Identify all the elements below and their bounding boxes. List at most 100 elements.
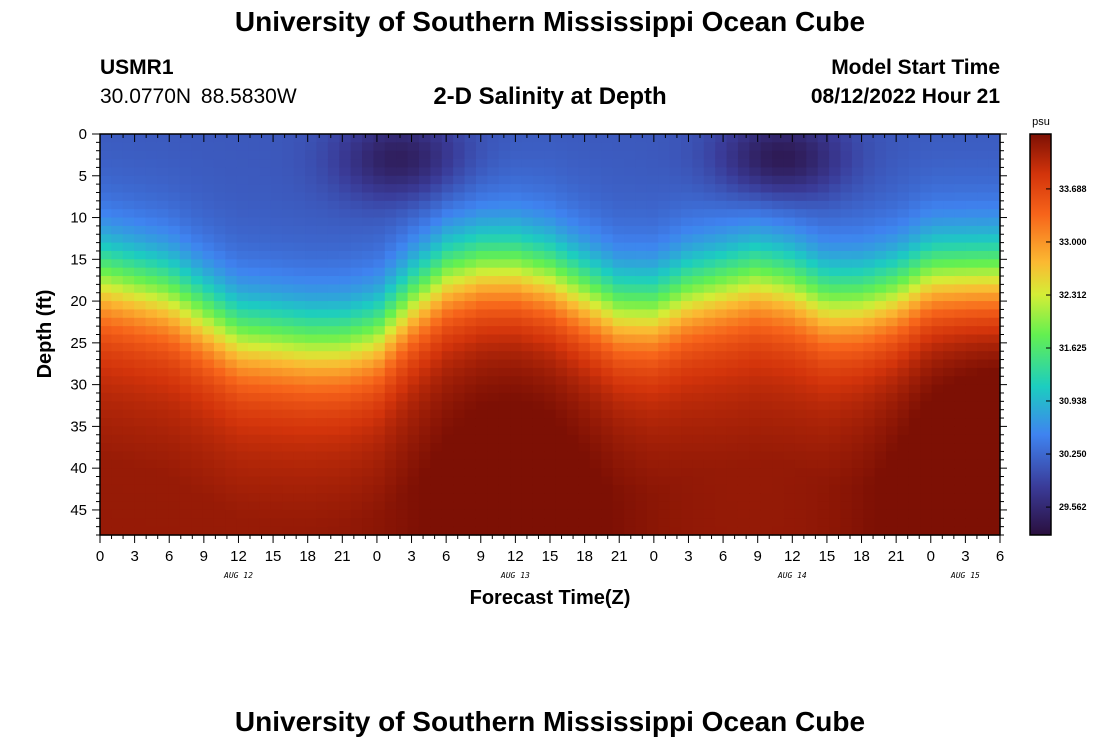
heatmap-cell bbox=[145, 526, 158, 536]
heatmap-cell bbox=[407, 276, 420, 285]
heatmap-cell bbox=[794, 359, 807, 369]
heatmap-cell bbox=[236, 150, 249, 160]
heatmap-cell bbox=[305, 150, 318, 160]
heatmap-cell bbox=[350, 342, 363, 352]
heatmap-cell bbox=[487, 234, 500, 244]
heatmap-cell bbox=[316, 284, 329, 294]
heatmap-cell bbox=[669, 434, 682, 444]
heatmap-cell bbox=[418, 426, 431, 436]
heatmap-cell bbox=[749, 292, 762, 302]
heatmap-cell bbox=[544, 359, 557, 369]
heatmap-cell bbox=[965, 493, 978, 503]
heatmap-cell bbox=[681, 317, 693, 327]
heatmap-cell bbox=[965, 134, 978, 143]
heatmap-cell bbox=[692, 518, 705, 528]
heatmap-cell bbox=[282, 392, 295, 402]
heatmap-cell bbox=[111, 317, 124, 327]
heatmap-cell bbox=[806, 459, 819, 469]
heatmap-cell bbox=[339, 301, 352, 311]
heatmap-cell bbox=[920, 301, 933, 311]
heatmap-cell bbox=[920, 351, 933, 361]
heatmap-cell bbox=[498, 451, 511, 461]
heatmap-cell bbox=[498, 192, 511, 202]
heatmap-cell bbox=[931, 184, 944, 194]
heatmap-cell bbox=[965, 392, 978, 402]
heatmap-cell bbox=[350, 518, 363, 528]
heatmap-cell bbox=[373, 484, 386, 494]
heatmap-cell bbox=[589, 509, 602, 519]
heatmap-cell bbox=[305, 526, 318, 536]
heatmap-cell bbox=[168, 401, 181, 411]
heatmap-cell bbox=[851, 209, 864, 219]
heatmap-cell bbox=[202, 309, 215, 319]
heatmap-cell bbox=[658, 493, 671, 503]
heatmap-cell bbox=[339, 317, 352, 327]
heatmap-cell bbox=[225, 167, 238, 177]
heatmap-cell bbox=[863, 443, 876, 453]
heatmap-cell bbox=[521, 167, 534, 177]
heatmap-cell bbox=[396, 192, 409, 202]
heatmap-cell bbox=[259, 267, 272, 277]
heatmap-cell bbox=[236, 167, 249, 177]
heatmap-cell bbox=[954, 142, 967, 152]
heatmap-cell bbox=[487, 159, 500, 169]
heatmap-cell bbox=[772, 326, 785, 336]
heatmap-cell bbox=[248, 401, 261, 411]
heatmap-cell bbox=[248, 259, 261, 269]
heatmap-cell bbox=[213, 518, 226, 528]
heatmap-cell bbox=[441, 284, 454, 294]
heatmap-cell bbox=[156, 468, 169, 478]
heatmap-cell bbox=[191, 326, 204, 336]
heatmap-cell bbox=[806, 468, 819, 478]
heatmap-cell bbox=[601, 434, 614, 444]
heatmap-cell bbox=[783, 276, 796, 285]
heatmap-cell bbox=[339, 292, 352, 302]
heatmap-cell bbox=[134, 518, 147, 528]
heatmap-cell bbox=[168, 493, 181, 503]
heatmap-cell bbox=[396, 134, 409, 143]
heatmap-cell bbox=[612, 451, 625, 461]
heatmap-cell bbox=[316, 192, 329, 202]
heatmap-cell bbox=[521, 418, 534, 427]
heatmap-cell bbox=[498, 225, 511, 235]
heatmap-cell bbox=[521, 493, 534, 503]
heatmap-cell bbox=[464, 501, 477, 511]
heatmap-cell bbox=[145, 234, 158, 244]
heatmap-cell bbox=[498, 184, 511, 194]
heatmap-cell bbox=[863, 142, 876, 152]
heatmap-cell bbox=[578, 359, 591, 369]
y-tick-label: 40 bbox=[70, 460, 87, 477]
heatmap-cell bbox=[703, 317, 716, 327]
heatmap-cell bbox=[202, 209, 215, 219]
heatmap-cell bbox=[851, 526, 864, 536]
heatmap-cell bbox=[851, 418, 864, 427]
heatmap-cell bbox=[270, 451, 283, 461]
heatmap-cell bbox=[179, 292, 192, 302]
heatmap-cell bbox=[624, 501, 637, 511]
heatmap-cell bbox=[236, 301, 249, 311]
heatmap-cell bbox=[829, 317, 842, 327]
heatmap-cell bbox=[977, 301, 990, 311]
heatmap-cell bbox=[635, 234, 648, 244]
heatmap-cell bbox=[863, 468, 876, 478]
heatmap-cell bbox=[965, 334, 978, 344]
heatmap-cell bbox=[794, 334, 807, 344]
heatmap-cell bbox=[487, 342, 500, 352]
heatmap-cell bbox=[863, 209, 876, 219]
heatmap-cell bbox=[145, 250, 158, 260]
heatmap-cell bbox=[612, 175, 625, 185]
heatmap-cell bbox=[988, 526, 1001, 536]
heatmap-cell bbox=[259, 217, 272, 227]
heatmap-cell bbox=[498, 309, 511, 319]
heatmap-cell bbox=[658, 292, 671, 302]
heatmap-cell bbox=[703, 292, 716, 302]
heatmap-cell bbox=[977, 367, 990, 377]
heatmap-cell bbox=[544, 317, 557, 327]
heatmap-cell bbox=[487, 242, 500, 252]
heatmap-cell bbox=[362, 409, 375, 419]
model-start-label: Model Start Time bbox=[831, 56, 1000, 79]
heatmap-cell bbox=[498, 259, 511, 269]
heatmap-cell bbox=[134, 292, 147, 302]
heatmap-cell bbox=[965, 276, 978, 285]
heatmap-cell bbox=[362, 292, 375, 302]
